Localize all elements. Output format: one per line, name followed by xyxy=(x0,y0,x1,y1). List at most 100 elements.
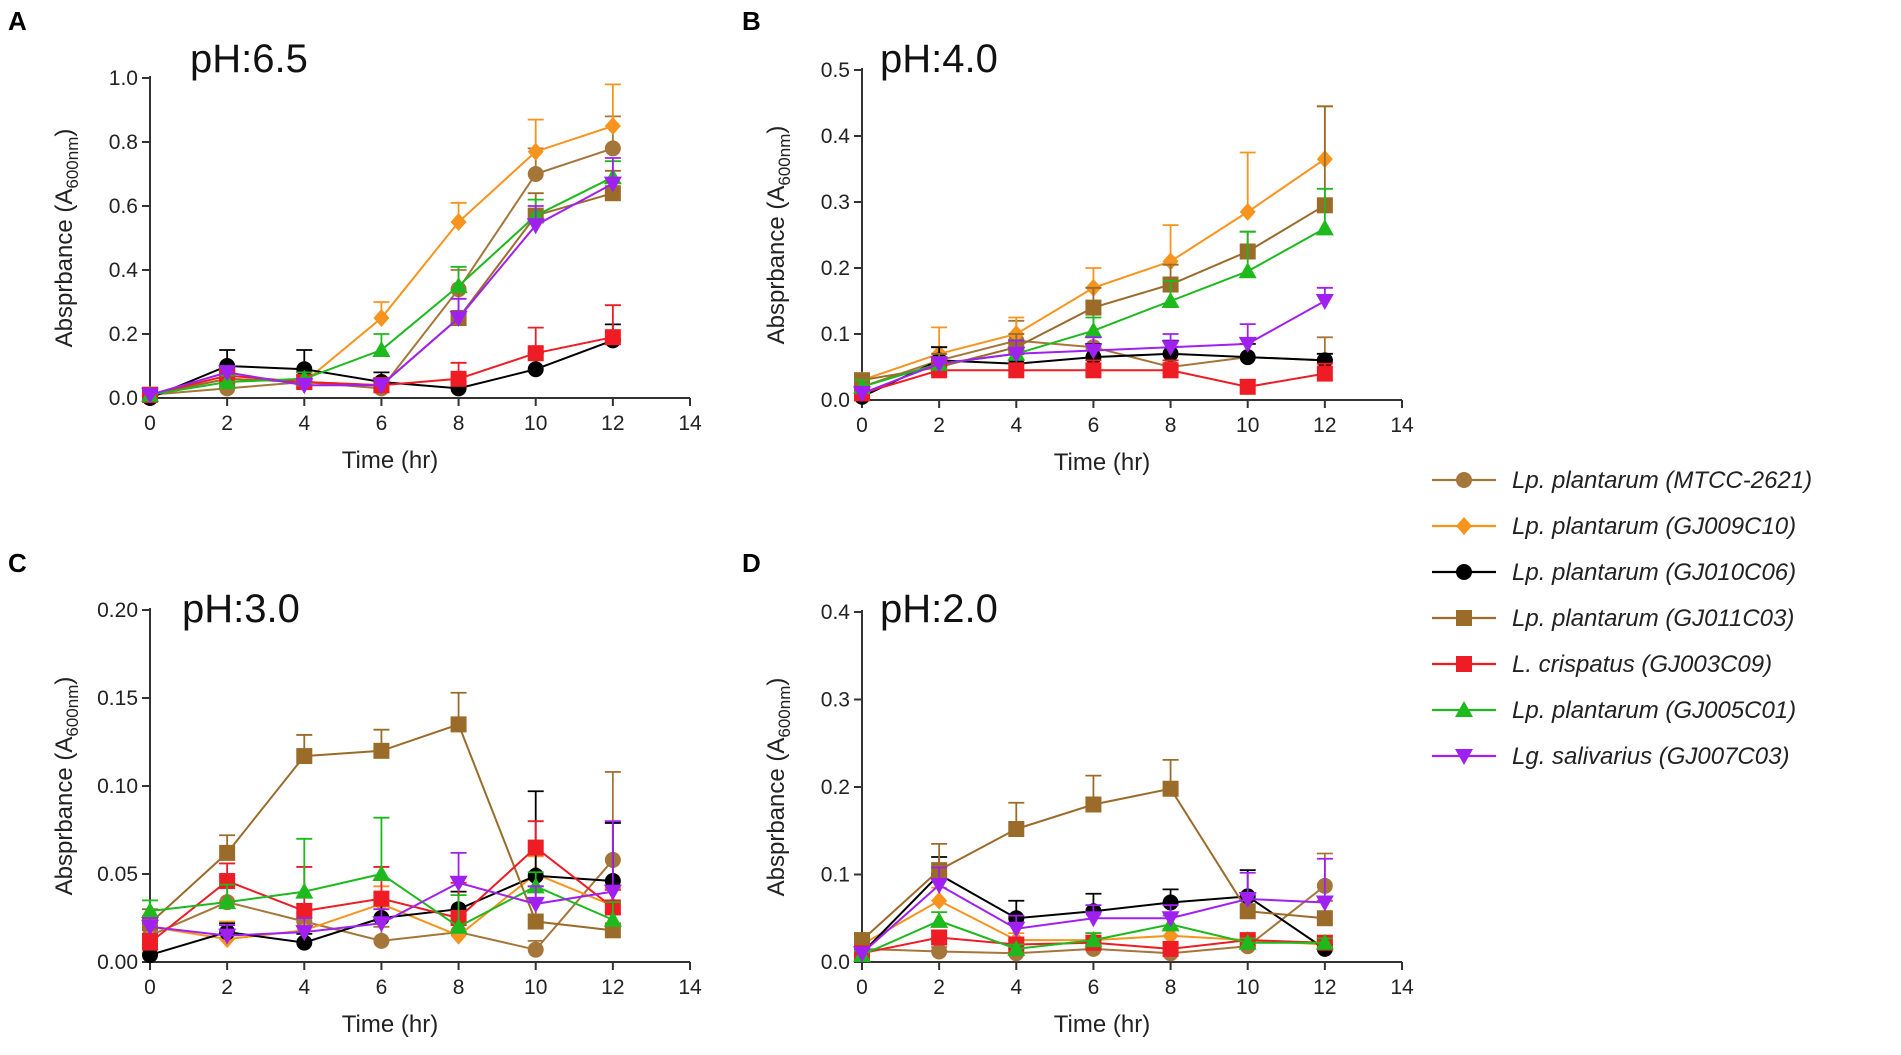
data-point xyxy=(1316,910,1333,927)
data-point xyxy=(1239,378,1256,395)
panel-c: CpH:3.0 0.00 0.05 0.10 0.15 0.20 0 2 4 6 8 10 12 14 Ti… xyxy=(8,548,702,1038)
panel-letter: B xyxy=(742,6,761,36)
x-tick-label: 2 xyxy=(221,976,233,999)
panel-a: ApH:6.5 0.0 0.2 0.4 0.6 0.8 1.0 0 2 4 6 8 10 12 14 Time… xyxy=(8,6,702,474)
data-point xyxy=(449,917,468,934)
data-point xyxy=(142,934,158,951)
x-tick-label: 4 xyxy=(298,412,310,435)
y-tick-label: 0.6 xyxy=(109,195,138,218)
legend-label: Lp. plantarum (GJ009C10) xyxy=(1512,513,1796,540)
series-gj003c09 xyxy=(854,359,1333,402)
x-tick-label: 6 xyxy=(376,412,388,435)
data-point xyxy=(1085,299,1102,316)
data-point xyxy=(604,140,621,157)
panel-d: DpH:2.0 0.0 0.1 0.2 0.3 0.4 0 2 4 6 8 10 12 14 Time (h… xyxy=(742,548,1414,1038)
data-point xyxy=(604,185,621,202)
data-point xyxy=(372,916,391,933)
data-point xyxy=(527,166,544,182)
data-point xyxy=(1315,933,1334,950)
legend-entry-mtcc2621: Lp. plantarum (MTCC-2621) xyxy=(1432,467,1812,494)
y-tick-label: 0.0 xyxy=(821,951,850,974)
data-point xyxy=(142,946,158,963)
series-gj011c03 xyxy=(142,169,621,403)
data-point xyxy=(526,218,545,235)
data-point xyxy=(295,882,314,899)
y-axis-label-main: Absprbance (A xyxy=(51,737,78,896)
data-point xyxy=(527,142,544,161)
data-point xyxy=(854,932,870,949)
series-gj005c01 xyxy=(853,911,1334,962)
legend-marker xyxy=(1456,564,1472,580)
y-tick-label: 0.20 xyxy=(97,599,138,622)
series-gj007c03 xyxy=(853,286,1334,403)
y-tick-label: 0.4 xyxy=(821,125,851,148)
y-axis-label-main: Absprbance (A xyxy=(763,186,790,345)
data-point xyxy=(373,890,390,907)
legend-label: Lp. plantarum (GJ010C06) xyxy=(1512,559,1796,586)
y-tick-label: 0.1 xyxy=(821,864,850,887)
y-axis-label: Absprbance (A600nm) xyxy=(763,126,794,345)
panel-letter: A xyxy=(8,6,27,36)
data-point xyxy=(1007,346,1026,363)
y-tick-label: 0.3 xyxy=(821,689,850,712)
y-tick-label: 0.4 xyxy=(821,601,851,624)
data-point xyxy=(141,919,159,936)
y-tick-label: 0.3 xyxy=(821,191,850,214)
data-point xyxy=(527,361,544,378)
series-gj007c03 xyxy=(853,857,1334,963)
x-tick-label: 8 xyxy=(453,976,465,999)
data-point xyxy=(527,941,544,958)
data-point xyxy=(219,844,236,861)
data-point xyxy=(603,176,622,193)
data-point xyxy=(1008,362,1025,379)
y-axis-label-end: ) xyxy=(763,126,790,134)
data-point xyxy=(373,309,390,327)
y-tick-label: 0.0 xyxy=(821,389,850,412)
x-tick-label: 6 xyxy=(1088,414,1100,437)
data-point xyxy=(931,943,948,960)
x-tick-label: 2 xyxy=(933,414,945,437)
data-point xyxy=(1007,939,1026,956)
y-tick-label: 0.2 xyxy=(821,776,850,799)
y-tick-label: 1.0 xyxy=(109,67,138,90)
data-point xyxy=(295,925,314,942)
x-tick-label: 8 xyxy=(1165,976,1177,999)
y-tick-label: 0.0 xyxy=(109,387,138,410)
legend-marker xyxy=(1456,472,1472,488)
data-point xyxy=(450,716,467,733)
data-point xyxy=(526,877,545,894)
x-tick-label: 0 xyxy=(856,976,868,999)
data-point xyxy=(1239,349,1256,366)
data-point xyxy=(930,911,949,928)
legend-label: Lp. plantarum (MTCC-2621) xyxy=(1512,467,1812,494)
x-tick-label: 12 xyxy=(601,976,624,999)
x-tick-label: 14 xyxy=(1390,414,1414,437)
y-axis-label-end: ) xyxy=(763,678,790,686)
panel-title: pH:6.5 xyxy=(190,37,308,81)
legend-entry-gj007c03: Lg. salivarius (GJ007C03) xyxy=(1432,743,1789,770)
data-point xyxy=(1162,252,1179,271)
data-point xyxy=(1162,362,1179,379)
x-tick-label: 14 xyxy=(1390,976,1414,999)
x-tick-label: 10 xyxy=(524,412,547,435)
data-point xyxy=(527,839,544,856)
data-point xyxy=(218,365,237,382)
x-axis-label: Time (hr) xyxy=(342,1011,438,1038)
legend-entry-gj005c01: Lp. plantarum (GJ005C01) xyxy=(1432,697,1796,724)
panel-letter: C xyxy=(8,548,27,578)
y-axis-label: Absprbance (A600nm) xyxy=(763,678,794,897)
data-point xyxy=(1084,321,1103,338)
y-axis-label-subscript: 600nm xyxy=(63,685,82,737)
x-tick-label: 8 xyxy=(453,412,465,435)
y-tick-label: 0.15 xyxy=(97,687,138,710)
legend: Lp. plantarum (MTCC-2621) Lp. plantarum (… xyxy=(1432,467,1812,770)
x-tick-label: 10 xyxy=(1236,414,1259,437)
data-point xyxy=(1161,340,1180,357)
panels: ApH:6.5 0.0 0.2 0.4 0.6 0.8 1.0 0 2 4 6 8 10 12 14 Time… xyxy=(8,6,1414,1038)
x-tick-label: 6 xyxy=(376,976,388,999)
x-tick-label: 8 xyxy=(1165,414,1177,437)
data-point xyxy=(373,932,390,949)
y-axis-label-subscript: 600nm xyxy=(775,686,794,738)
data-point xyxy=(295,378,314,395)
data-point xyxy=(218,893,237,910)
